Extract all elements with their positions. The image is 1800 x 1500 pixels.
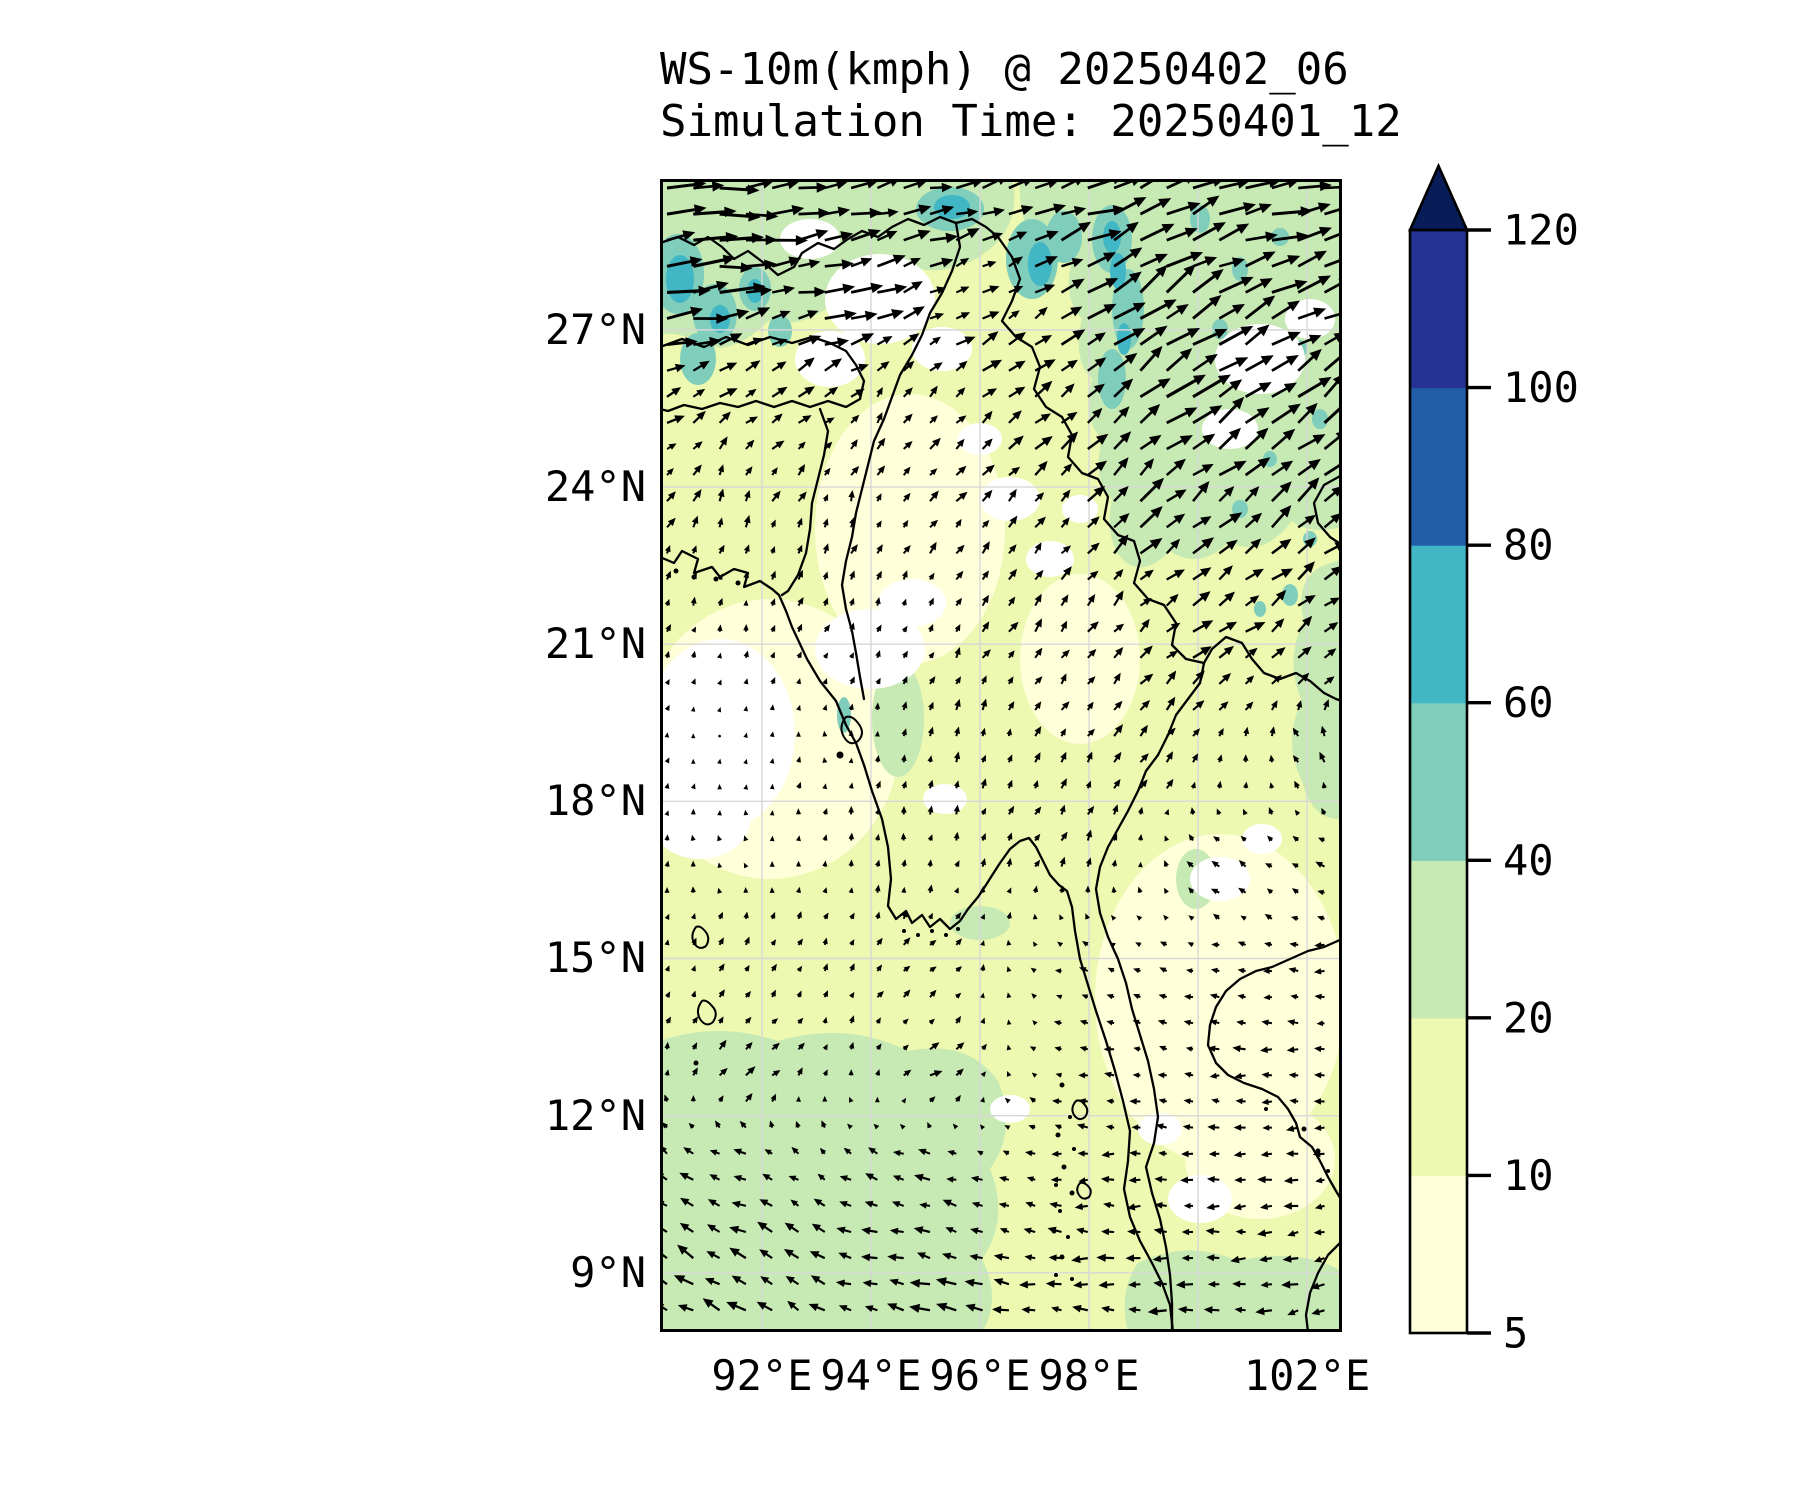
lat-tick-label: 27°N [544, 304, 646, 354]
lat-tick-label: 9°N [570, 1247, 646, 1297]
lat-tick-label: 12°N [544, 1090, 646, 1140]
lat-tick-label: 15°N [544, 933, 646, 983]
colorbar-tick-label: 120 [1503, 206, 1579, 255]
colorbar-tick-label: 80 [1503, 521, 1554, 570]
colorbar: 5 10 20 40 60 80 100 120 [1380, 140, 1800, 1400]
plot-title: WS-10m(kmph) @ 20250402_06 [660, 44, 1349, 95]
lon-tick-label: 98°E [1038, 1351, 1140, 1400]
lon-tick-label: 94°E [820, 1351, 922, 1400]
lat-tick-label: 21°N [544, 619, 646, 669]
colorbar-tick-label: 20 [1503, 993, 1554, 1042]
colorbar-extend-max-arrow [1407, 162, 1470, 232]
map-canvas [660, 179, 1342, 1332]
lon-tick-label: 92°E [711, 1351, 813, 1400]
colorbar-tick-label: 5 [1503, 1309, 1528, 1358]
wind-quiver-arrows [660, 179, 1342, 1316]
lon-tick-label: 102°E [1243, 1351, 1371, 1400]
plot-subtitle: Simulation Time: 20250401_12 [660, 96, 1402, 147]
colorbar-tick-label: 10 [1503, 1151, 1554, 1200]
colorbar-tick-label: 100 [1503, 363, 1579, 412]
lat-tick-label: 18°N [544, 776, 646, 826]
map-axes [660, 179, 1342, 1332]
colorbar-tick-label: 60 [1503, 678, 1554, 727]
colorbar-tick-label: 40 [1503, 836, 1554, 885]
lat-tick-label: 24°N [544, 462, 646, 512]
lon-tick-label: 96°E [929, 1351, 1031, 1400]
